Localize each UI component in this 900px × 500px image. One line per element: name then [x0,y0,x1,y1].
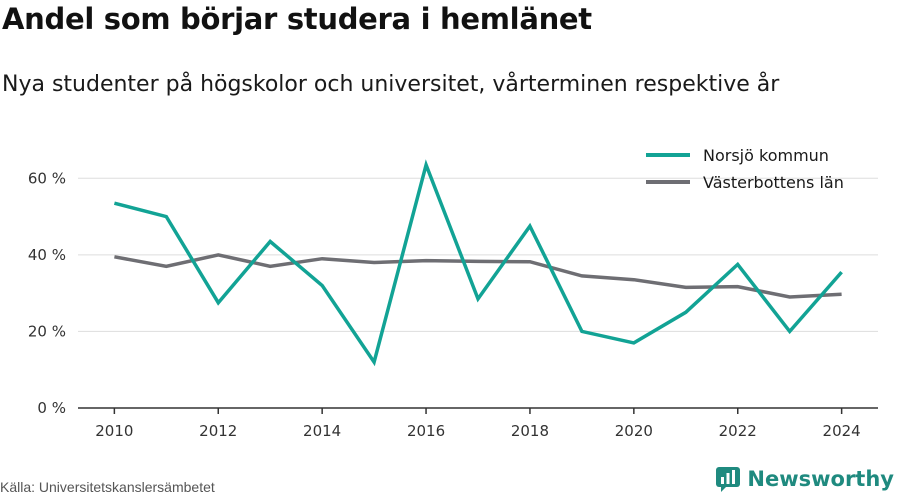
y-tick-label: 20 % [28,322,66,340]
x-tick-label: 2024 [823,422,861,440]
chart-subtitle: Nya studenter på högskolor och universit… [2,72,780,97]
x-tick-label: 2014 [303,422,341,440]
brand-name: Newsworthy [747,467,894,491]
x-axis: 2010 2012 2014 2016 2018 2020 2022 2024 [78,407,878,440]
chart-title: Andel som börjar studera i hemlänet [2,2,592,36]
x-tick-label: 2022 [719,422,757,440]
series-line-norsjo [113,159,843,367]
legend: Norsjö kommun Västerbottens län [646,146,844,192]
newsworthy-logo-icon [716,467,741,492]
x-tick-label: 2012 [199,422,237,440]
x-tick-label: 2016 [407,422,445,440]
series-lines [113,159,843,367]
x-tick-label: 2018 [511,422,549,440]
brand: Newsworthy [715,466,894,492]
y-tick-label: 40 % [28,246,66,264]
legend-label: Norsjö kommun [703,146,829,165]
y-axis: 0 % 20 % 40 % 60 % [28,169,66,417]
series-line-vasterbotten [114,253,842,299]
legend-label: Västerbottens län [703,173,844,192]
grid-lines [78,177,878,332]
x-tick-label: 2020 [615,422,653,440]
y-tick-label: 60 % [28,169,66,187]
source-note: Källa: Universitetskanslersämbetet [0,479,215,495]
y-tick-label: 0 % [37,399,66,417]
x-tick-label: 2010 [95,422,133,440]
